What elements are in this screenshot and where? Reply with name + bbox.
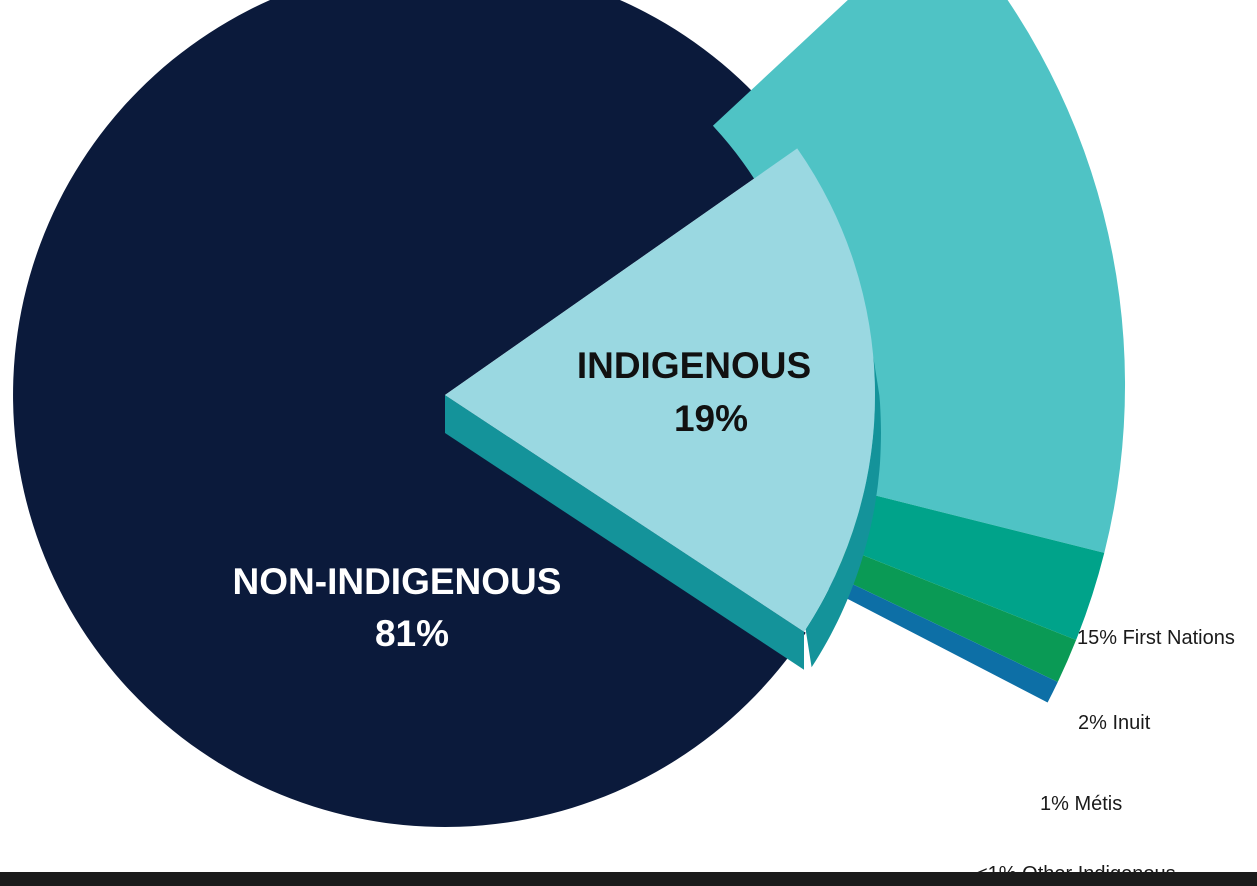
bottom-bar (0, 872, 1257, 886)
non-indigenous-name-label: NON-INDIGENOUS (233, 561, 562, 602)
slice-non-indigenous (13, 0, 806, 827)
indigenous-name-label: INDIGENOUS (577, 345, 811, 386)
slice-indigenous-rim (805, 357, 881, 668)
slice-indigenous-side (445, 395, 804, 670)
non-indigenous-pct-label: 81% (375, 613, 449, 654)
slice-indigenous (445, 148, 875, 632)
legend-label-first-nations: 15% First Nations (1077, 627, 1235, 649)
legend-label-inuit: 2% Inuit (1078, 712, 1151, 734)
slices-layer (13, 0, 1126, 827)
labels-layer: NON-INDIGENOUS 81% INDIGENOUS 19% 15% Fi… (233, 345, 1235, 885)
indigenous-pct-label: 19% (674, 398, 748, 439)
legend-label-metis: 1% Métis (1040, 793, 1122, 815)
